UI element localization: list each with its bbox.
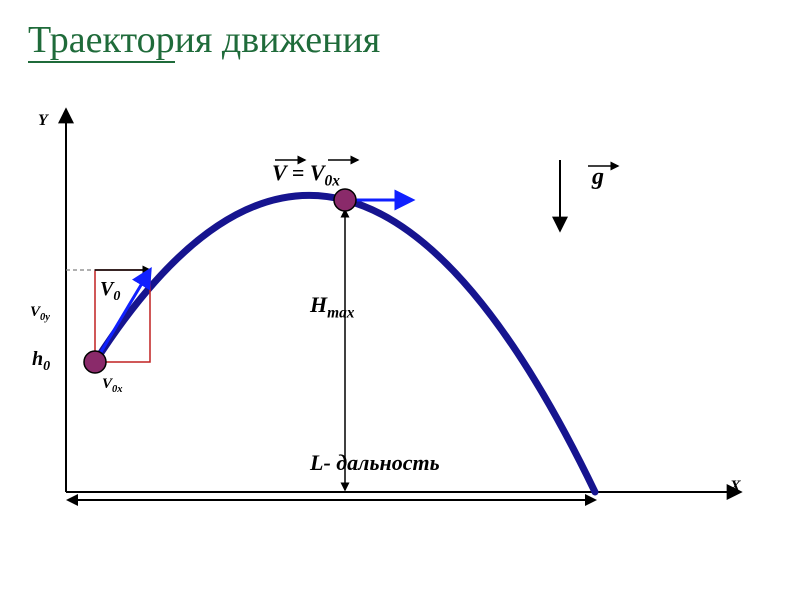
apex-point <box>334 189 356 211</box>
label-g: g <box>592 164 604 191</box>
x-axis-label: X <box>730 478 741 496</box>
label-h0: h0 <box>32 348 50 375</box>
label-hmax: Hmax <box>310 292 355 322</box>
label-v-equals-v0x: V = V0x <box>272 160 340 190</box>
label-v0: V0 <box>100 278 120 305</box>
label-v0x: V0x <box>102 376 123 395</box>
label-v0y: V0y <box>30 304 50 323</box>
launch-point <box>84 351 106 373</box>
y-axis-label: Y <box>38 112 48 130</box>
label-l-range: L- дальность <box>310 450 440 476</box>
